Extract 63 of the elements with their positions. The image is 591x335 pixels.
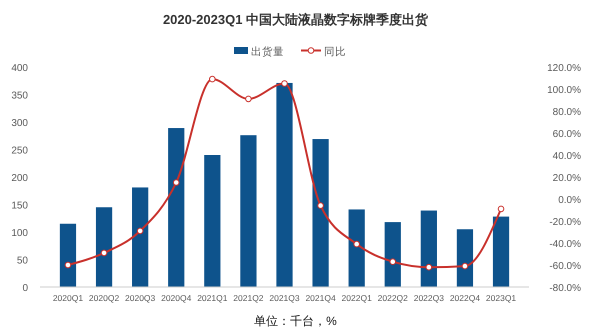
x-tick-label: 2022Q4: [450, 293, 480, 303]
y-tick-label: 0: [22, 283, 28, 294]
y2-tick-label: -40.0%: [549, 239, 582, 250]
x-tick-label: 2021Q1: [197, 293, 228, 303]
bar: [168, 128, 184, 287]
point: [389, 258, 396, 265]
y2-tick-label: 20.0%: [552, 173, 582, 184]
chart-title: 2020-2023Q1 中国大陆液晶数字标牌季度出货: [162, 12, 430, 27]
y2-tick-label: 100.0%: [547, 85, 582, 96]
bar: [132, 187, 148, 287]
point: [136, 228, 144, 234]
bar: [384, 222, 401, 287]
legend-label: 同比: [324, 45, 346, 58]
y-tick-label: 400: [11, 63, 28, 74]
bar: [420, 210, 437, 287]
point: [426, 264, 432, 270]
point: [100, 250, 108, 256]
y2-tick-label: 60.0%: [552, 129, 582, 140]
x-tick-label: 2022Q3: [414, 293, 444, 303]
y2-tick-label: -20.0%: [549, 217, 582, 228]
x-tick-label: 2021Q2: [233, 293, 264, 303]
y2-tick-label: 120.0%: [547, 63, 582, 74]
legend-label: 出货量: [251, 45, 284, 58]
bar: [240, 135, 257, 287]
point: [353, 240, 360, 248]
y2-tick-label: -60.0%: [549, 261, 582, 272]
y-tick-label: 100: [11, 228, 28, 239]
x-tick-label: 2022Q2: [378, 293, 408, 303]
x-tick-label: 2021Q4: [305, 293, 336, 303]
point: [317, 202, 324, 209]
x-tick-label: 2020Q3: [125, 293, 156, 303]
x-tick-label: 2022Q1: [342, 293, 372, 303]
y-tick-label: 250: [11, 146, 28, 156]
point: [281, 80, 288, 87]
bar: [348, 209, 365, 287]
x-tick-label: 2023Q1: [486, 293, 516, 303]
y-tick-label: 200: [11, 173, 28, 184]
x-tick-label: 2021Q3: [269, 293, 300, 303]
y-tick-label: 300: [11, 118, 28, 129]
y2-tick-label: 80.0%: [552, 107, 582, 118]
bar: [96, 207, 112, 287]
y-tick-label: 50: [16, 256, 28, 266]
bar: [276, 82, 293, 287]
x-tick-label: 2020Q1: [52, 293, 84, 303]
y2-tick-label: 0.0%: [558, 195, 582, 206]
bar: [312, 139, 329, 287]
point: [462, 262, 468, 270]
point: [209, 76, 216, 82]
text: 单位：千台，%: [254, 314, 338, 328]
bar: [60, 224, 76, 287]
point: [64, 262, 72, 268]
x-tick-label: 2020Q2: [88, 293, 120, 303]
point: [245, 96, 252, 102]
y2-tick-label: -80.0%: [549, 283, 582, 294]
y2-tick-label: 40.0%: [552, 151, 582, 162]
point: [172, 179, 180, 186]
bar: [204, 155, 220, 287]
bar: [456, 229, 474, 287]
x-tick-label: 2020Q4: [161, 293, 192, 303]
y-tick-label: 350: [11, 90, 28, 102]
y-tick-label: 150: [11, 200, 28, 212]
point: [498, 206, 504, 212]
bar: [492, 216, 510, 287]
